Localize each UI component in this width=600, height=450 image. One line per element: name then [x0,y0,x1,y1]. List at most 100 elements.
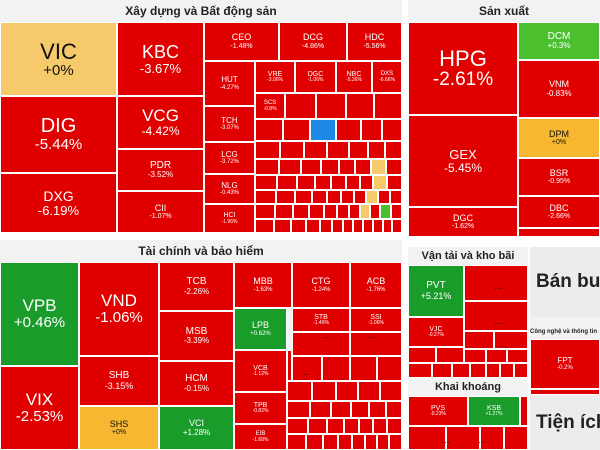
minor-stock-tile[interactable] [446,426,480,450]
minor-stock-tile[interactable] [373,175,387,190]
stock-tile-dxs[interactable]: DXS -6.66% [372,61,402,93]
minor-stock-tile[interactable] [276,190,295,204]
minor-stock-tile[interactable] [464,265,528,301]
minor-stock-tile[interactable] [352,434,365,450]
minor-stock-tile[interactable] [316,93,346,119]
minor-stock-tile[interactable] [360,204,370,219]
minor-stock-tile[interactable] [350,356,377,381]
minor-stock-tile[interactable] [280,141,304,159]
stock-tile-dcg[interactable]: DCG -4.86% [279,22,347,61]
minor-stock-tile[interactable] [358,381,380,401]
stock-tile-bsr[interactable]: BSR -0.95% [518,158,600,196]
minor-stock-tile[interactable] [386,401,402,418]
stock-tile-pdr[interactable]: PDR -3.52% [117,149,204,191]
minor-stock-tile[interactable] [287,434,306,450]
minor-stock-tile[interactable] [287,418,308,434]
minor-stock-tile[interactable] [530,389,600,395]
stock-tile-dxg[interactable]: DXG -6.19% [0,173,117,233]
minor-stock-tile[interactable] [323,434,338,450]
minor-stock-tile[interactable] [387,175,402,190]
minor-stock-tile[interactable] [292,332,350,356]
stock-tile-vjc[interactable]: VJC -0.27% [408,317,464,347]
minor-stock-tile[interactable] [504,426,528,450]
minor-stock-tile[interactable] [432,363,452,378]
minor-stock-tile[interactable] [361,119,382,141]
minor-stock-tile[interactable] [315,175,331,190]
minor-stock-tile[interactable] [349,204,360,219]
minor-stock-tile[interactable] [378,190,390,204]
minor-stock-tile[interactable] [377,356,402,381]
minor-stock-tile[interactable] [336,119,361,141]
stock-tile-lpb[interactable]: LPB +0.62% [234,308,287,350]
minor-stock-tile[interactable] [277,175,297,190]
stock-tile-vnd[interactable]: VND -1.06% [79,262,159,356]
minor-stock-tile[interactable] [312,190,327,204]
stock-tile-tch[interactable]: TCH -3.07% [204,106,255,142]
stock-tile-nlg[interactable]: NLG -0.43% [204,174,255,204]
minor-stock-tile[interactable] [408,347,436,363]
stock-tile-hut[interactable]: HUT -4.27% [204,61,255,106]
minor-stock-tile[interactable] [275,204,293,219]
minor-stock-tile[interactable] [386,159,402,175]
stock-tile-vix[interactable]: VIX -2.53% [0,366,79,450]
stock-tile-hcm[interactable]: HCM -0.15% [159,361,234,406]
minor-stock-tile[interactable] [507,349,528,363]
minor-stock-tile[interactable] [470,363,486,378]
minor-stock-tile[interactable] [436,347,464,363]
minor-stock-tile[interactable] [338,434,352,450]
minor-stock-tile[interactable] [359,418,373,434]
stock-tile-dbc[interactable]: DBC -2.66% [518,196,600,228]
minor-stock-tile[interactable] [366,190,378,204]
minor-stock-tile[interactable] [369,401,386,418]
minor-stock-tile[interactable] [255,175,277,190]
stock-tile-ceo[interactable]: CEO -1.48% [204,22,279,61]
stock-tile-msb[interactable]: MSB -3.39% [159,311,234,361]
stock-tile-gex[interactable]: GEX -5.45% [408,115,518,207]
minor-stock-tile[interactable] [452,363,470,378]
minor-stock-tile[interactable] [349,141,368,159]
minor-stock-tile[interactable] [346,175,360,190]
minor-stock-tile[interactable] [312,381,336,401]
stock-tile-pvt[interactable]: PVT +5.21% [408,265,464,317]
stock-tile-vre[interactable]: VRE -3.06% [255,61,295,93]
stock-tile-cii[interactable]: CII -1.07% [117,191,204,233]
stock-tile-vcg[interactable]: VCG -4.42% [117,96,204,149]
minor-stock-tile[interactable] [360,175,373,190]
minor-stock-tile[interactable] [274,219,291,233]
minor-stock-tile[interactable] [287,381,312,401]
minor-stock-tile[interactable] [301,159,321,175]
minor-stock-tile[interactable] [500,363,514,378]
minor-stock-tile[interactable] [486,349,507,363]
stock-tile-vcb[interactable]: VCB -1.12% [234,350,287,392]
minor-stock-tile[interactable] [310,401,331,418]
minor-stock-tile[interactable] [374,93,402,119]
minor-stock-tile[interactable] [287,350,292,381]
minor-stock-tile[interactable] [308,418,327,434]
minor-stock-tile[interactable] [327,418,344,434]
minor-stock-tile[interactable] [344,418,359,434]
minor-stock-tile[interactable] [337,204,349,219]
minor-stock-tile[interactable] [354,190,366,204]
minor-stock-tile[interactable] [293,204,309,219]
minor-stock-tile[interactable] [368,141,385,159]
minor-stock-tile[interactable] [255,190,276,204]
minor-stock-tile[interactable] [304,141,327,159]
minor-stock-tile[interactable] [255,159,279,175]
minor-stock-tile[interactable] [310,119,336,141]
minor-stock-tile[interactable] [355,159,371,175]
minor-stock-tile[interactable] [373,219,383,233]
minor-stock-tile[interactable] [389,434,402,450]
minor-stock-tile[interactable] [520,396,528,426]
minor-stock-tile[interactable] [324,204,337,219]
minor-stock-tile[interactable] [408,426,446,450]
stock-tile-vci[interactable]: VCI +1.28% [159,406,234,450]
stock-tile-vnm[interactable]: VNM -0.83% [518,60,600,118]
stock-tile-vic[interactable]: VIC +0% [0,22,117,96]
minor-stock-tile[interactable] [353,219,363,233]
minor-stock-tile[interactable] [322,356,350,381]
stock-tile-scs[interactable]: SCS -0.8% [255,93,285,119]
stock-tile-vpb[interactable]: VPB +0.46% [0,262,79,366]
stock-tile-ctg[interactable]: CTG -1.24% [292,262,350,308]
minor-stock-tile[interactable] [514,363,528,378]
minor-stock-tile[interactable] [371,159,386,175]
